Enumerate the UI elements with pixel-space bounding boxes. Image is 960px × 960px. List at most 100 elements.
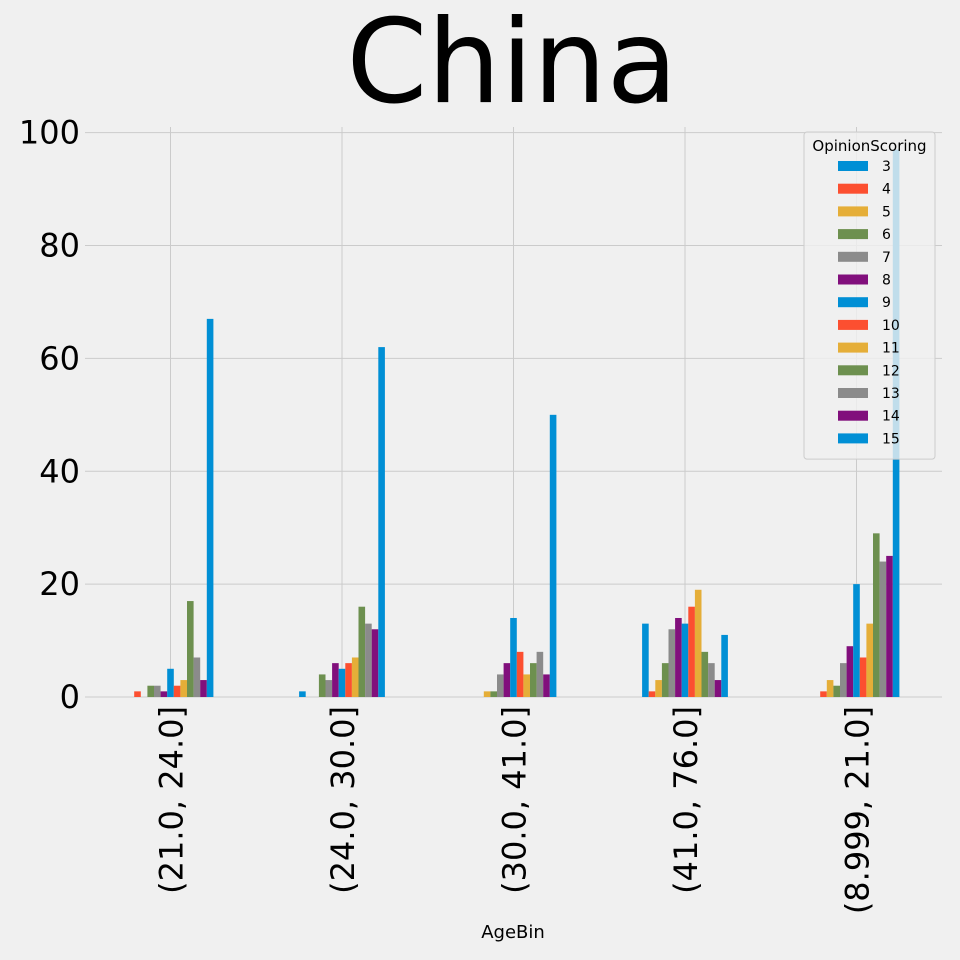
bar-15-4 — [721, 634, 728, 697]
x-tick-label: (41.0, 76.0] — [667, 706, 705, 894]
legend-swatch — [838, 206, 868, 217]
bar-13-5 — [879, 561, 887, 697]
bar-9-5 — [853, 584, 860, 697]
bar-14-5 — [886, 555, 893, 697]
bar-14-2 — [371, 629, 379, 697]
legend-label: 5 — [882, 204, 891, 220]
bar-11-5 — [866, 623, 873, 697]
bar-8-3 — [503, 663, 511, 697]
bar-13-1 — [193, 657, 201, 697]
bar-3-2 — [299, 691, 306, 697]
legend: OpinionScoring 3 4 5 6 7 8 9 10 11 12 13 14 15 — [803, 131, 936, 460]
bar-11-1 — [180, 680, 187, 697]
bar-13-3 — [536, 651, 544, 697]
bar-7-5 — [840, 663, 847, 697]
legend-swatch — [838, 229, 868, 240]
bar-12-2 — [358, 606, 366, 697]
x-tick-labels: (21.0, 24.0] (24.0, 30.0] (30.0, 41.0] (41.… — [153, 706, 877, 914]
legend-label: 3 — [882, 159, 891, 175]
bar-8-2 — [332, 663, 339, 697]
y-tick-label: 80 — [39, 227, 80, 265]
legend-swatch — [838, 319, 868, 330]
bar-14-1 — [200, 680, 207, 697]
bar-10-3 — [516, 651, 524, 697]
bar-6-3 — [490, 691, 497, 697]
bar-5-5 — [826, 680, 834, 697]
bar-6-5 — [833, 685, 840, 697]
legend-swatch — [838, 251, 868, 262]
y-tick-labels: 0 20 40 60 80 100 — [19, 114, 80, 716]
bar-9-1 — [167, 668, 174, 697]
x-tick-label: (30.0, 41.0] — [496, 706, 534, 894]
bar-6-4 — [661, 663, 669, 697]
legend-swatch — [838, 388, 868, 398]
bar-9-2 — [338, 668, 346, 697]
bar-7-1 — [154, 685, 161, 697]
legend-title: OpinionScoring — [812, 137, 926, 155]
bar-8-5 — [846, 646, 854, 697]
bar-4-5 — [820, 691, 827, 697]
legend-label: 10 — [882, 318, 900, 334]
bar-6-1 — [147, 685, 154, 697]
bar-14-4 — [714, 680, 722, 697]
legend-label: 15 — [882, 431, 900, 447]
legend-label: 13 — [882, 386, 900, 402]
bar-14-3 — [543, 674, 550, 697]
legend-label: 9 — [882, 295, 891, 311]
bar-10-1 — [173, 685, 181, 697]
y-tick-label: 0 — [60, 678, 80, 716]
legend-swatch — [838, 342, 868, 353]
bar-12-5 — [873, 533, 880, 697]
bar-7-2 — [325, 680, 333, 697]
legend-label: 6 — [882, 227, 891, 243]
legend-label: 4 — [882, 182, 891, 198]
bar-15-3 — [549, 414, 557, 697]
bar-11-4 — [694, 589, 702, 697]
bar-8-4 — [675, 617, 682, 697]
x-axis-label: AgeBin — [481, 922, 545, 943]
bar-12-4 — [701, 651, 709, 697]
y-tick-label: 40 — [39, 452, 80, 490]
legend-swatch — [838, 365, 868, 376]
legend-label: 8 — [882, 273, 891, 289]
bar-10-2 — [345, 663, 352, 697]
bars — [134, 149, 900, 697]
legend-label: 14 — [882, 409, 900, 425]
bar-12-1 — [187, 601, 194, 697]
bar-9-3 — [510, 617, 517, 697]
x-tick-label: (8.999, 21.0] — [839, 706, 877, 914]
legend-label: 7 — [882, 250, 891, 266]
bar-6-2 — [318, 674, 326, 697]
legend-swatch — [838, 297, 868, 308]
bar-13-2 — [365, 623, 372, 697]
legend-swatch — [838, 183, 868, 194]
bar-15-2 — [378, 347, 385, 697]
x-tick-label: (21.0, 24.0] — [153, 706, 191, 894]
bar-5-3 — [483, 691, 491, 697]
legend-swatch — [838, 161, 868, 171]
bar-4-4 — [648, 691, 656, 697]
y-tick-label: 20 — [39, 565, 80, 603]
bar-4-1 — [134, 691, 141, 697]
bar-3-4 — [642, 623, 649, 697]
bar-7-3 — [497, 674, 504, 697]
bar-8-1 — [160, 691, 168, 697]
bar-9-4 — [681, 623, 689, 697]
legend-swatch — [838, 274, 868, 285]
y-tick-label: 60 — [39, 339, 80, 377]
bar-13-4 — [708, 663, 715, 697]
bar-10-4 — [688, 606, 695, 697]
y-tick-label: 100 — [19, 114, 80, 152]
bar-15-1 — [206, 318, 214, 697]
legend-swatch — [838, 410, 868, 421]
bar-5-4 — [655, 680, 662, 697]
legend-label: 12 — [882, 363, 900, 379]
legend-swatch — [838, 433, 868, 444]
bar-10-5 — [859, 657, 867, 697]
legend-label: 11 — [882, 341, 900, 357]
legend-box — [803, 131, 936, 460]
bar-11-2 — [351, 657, 359, 697]
bar-11-3 — [523, 674, 530, 697]
bar-7-4 — [668, 629, 676, 697]
